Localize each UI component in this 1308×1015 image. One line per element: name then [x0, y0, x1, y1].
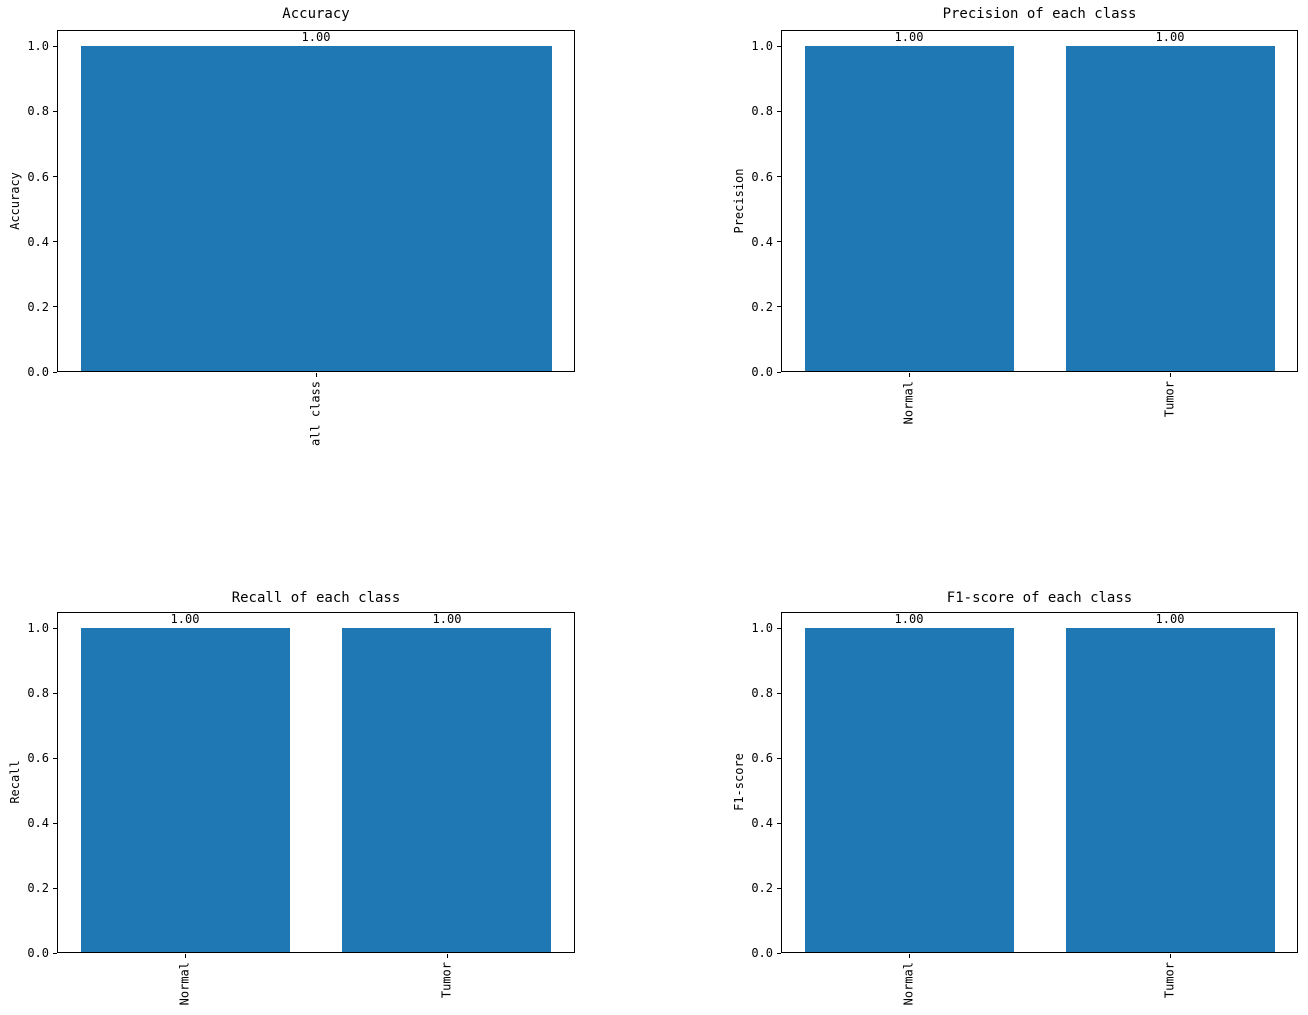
y-tick-label: 0.8 [27, 686, 49, 700]
y-tick-label: 0.8 [751, 104, 773, 118]
bar-value-label: 1.00 [1155, 30, 1185, 44]
y-tick-label: 0.2 [751, 300, 773, 314]
y-tick-mark [53, 111, 57, 112]
y-tick-label: 0.2 [751, 881, 773, 895]
y-tick-label: 0.6 [27, 751, 49, 765]
y-tick-mark [53, 953, 57, 954]
bar-value-label: 1.00 [894, 30, 924, 44]
bar [81, 628, 290, 952]
chart-title-recall: Recall of each class [231, 590, 401, 606]
bar [81, 46, 552, 371]
y-tick-mark [777, 111, 781, 112]
x-tick-mark [909, 954, 910, 958]
x-tick-mark [909, 373, 910, 377]
y-tick-mark [53, 888, 57, 889]
y-tick-label: 0.0 [27, 365, 49, 379]
y-tick-mark [53, 758, 57, 759]
chart-title-accuracy: Accuracy [282, 6, 350, 22]
chart-title-f1-score: F1-score of each class [946, 590, 1133, 606]
y-tick-label: 0.4 [751, 235, 773, 249]
x-tick-label: all class [308, 381, 323, 447]
y-tick-mark [53, 306, 57, 307]
y-tick-label: 0.2 [27, 300, 49, 314]
y-tick-mark [53, 693, 57, 694]
bar [1066, 628, 1275, 952]
y-tick-mark [777, 46, 781, 47]
bar [1066, 46, 1275, 371]
chart-title-precision: Precision of each class [942, 6, 1137, 22]
y-tick-mark [777, 823, 781, 824]
bar [342, 628, 551, 952]
y-tick-mark [777, 241, 781, 242]
y-tick-mark [777, 693, 781, 694]
y-tick-label: 1.0 [751, 621, 773, 635]
y-tick-label: 1.0 [751, 39, 773, 53]
x-tick-label: Normal [901, 962, 916, 1006]
bar [805, 46, 1014, 371]
bar-value-label: 1.00 [894, 612, 924, 626]
y-tick-mark [777, 372, 781, 373]
y-tick-label: 1.0 [27, 39, 49, 53]
x-tick-mark [1170, 373, 1171, 377]
y-tick-label: 0.4 [27, 235, 49, 249]
bar-value-label: 1.00 [170, 612, 200, 626]
y-tick-label: 0.8 [751, 686, 773, 700]
bar [805, 628, 1014, 952]
y-tick-label: 0.6 [27, 170, 49, 184]
y-tick-label: 0.0 [751, 365, 773, 379]
y-tick-mark [777, 628, 781, 629]
x-tick-label: Tumor [1162, 381, 1177, 418]
y-tick-label: 0.8 [27, 104, 49, 118]
y-tick-mark [777, 953, 781, 954]
y-tick-mark [777, 306, 781, 307]
y-tick-mark [53, 46, 57, 47]
y-tick-label: 0.6 [751, 170, 773, 184]
y-tick-mark [53, 241, 57, 242]
x-tick-mark [1170, 954, 1171, 958]
x-tick-mark [447, 954, 448, 958]
y-tick-label: 0.4 [751, 816, 773, 830]
bar-value-label: 1.00 [1155, 612, 1185, 626]
x-tick-mark [316, 373, 317, 377]
y-tick-mark [53, 176, 57, 177]
y-tick-mark [777, 888, 781, 889]
y-tick-label: 1.0 [27, 621, 49, 635]
y-tick-label: 0.2 [27, 881, 49, 895]
y-tick-label: 0.4 [27, 816, 49, 830]
y-tick-label: 0.6 [751, 751, 773, 765]
y-tick-mark [53, 628, 57, 629]
bar-value-label: 1.00 [432, 612, 462, 626]
x-tick-mark [185, 954, 186, 958]
y-tick-mark [777, 176, 781, 177]
y-axis-label-recall: Recall [8, 760, 22, 804]
bar-value-label: 1.00 [301, 30, 331, 44]
y-tick-label: 0.0 [27, 946, 49, 960]
x-tick-label: Tumor [439, 962, 454, 999]
x-tick-label: Normal [177, 962, 192, 1006]
y-tick-mark [53, 823, 57, 824]
x-tick-label: Normal [901, 381, 916, 425]
y-tick-mark [777, 758, 781, 759]
y-tick-mark [53, 372, 57, 373]
y-tick-label: 0.0 [751, 946, 773, 960]
x-tick-label: Tumor [1162, 962, 1177, 999]
